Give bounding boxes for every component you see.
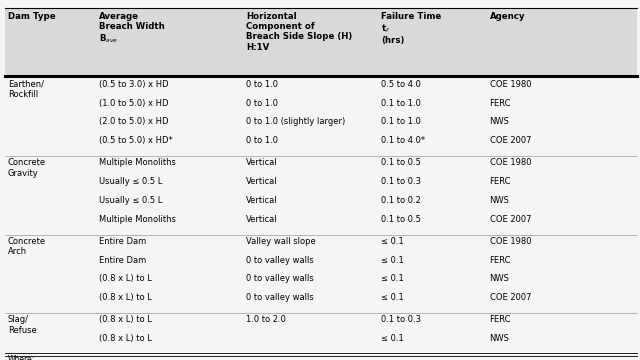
Text: FERC: FERC bbox=[490, 177, 511, 186]
Text: ≤ 0.1: ≤ 0.1 bbox=[381, 293, 404, 302]
Text: ≤ 0.1: ≤ 0.1 bbox=[381, 237, 404, 246]
Text: (0.5 to 5.0) x HD*: (0.5 to 5.0) x HD* bbox=[99, 136, 173, 145]
Text: (0.5 to 3.0) x HD: (0.5 to 3.0) x HD bbox=[99, 80, 169, 89]
Text: Agency: Agency bbox=[490, 12, 525, 21]
Bar bbox=[5, 8, 637, 76]
Text: (2.0 to 5.0) x HD: (2.0 to 5.0) x HD bbox=[99, 117, 169, 126]
Text: Slag/
Refuse: Slag/ Refuse bbox=[8, 315, 36, 335]
Text: COE 1980: COE 1980 bbox=[490, 237, 531, 246]
Text: ≤ 0.1: ≤ 0.1 bbox=[381, 274, 404, 283]
Text: NWS: NWS bbox=[490, 274, 509, 283]
Text: Horizontal
Component of
Breach Side Slope (H)
H:1V: Horizontal Component of Breach Side Slop… bbox=[246, 12, 353, 52]
Text: Vertical: Vertical bbox=[246, 215, 278, 224]
Text: 0 to 1.0: 0 to 1.0 bbox=[246, 136, 278, 145]
Text: Concrete
Gravity: Concrete Gravity bbox=[8, 158, 46, 178]
Text: (0.8 x L) to L: (0.8 x L) to L bbox=[99, 274, 152, 283]
Text: 0 to valley walls: 0 to valley walls bbox=[246, 293, 314, 302]
Text: Where:
HD = Height of the Dam; L = Length of the Dam crest: Where: HD = Height of the Dam; L = Lengt… bbox=[8, 355, 214, 360]
Text: Earthen/
Rockfill: Earthen/ Rockfill bbox=[8, 80, 44, 99]
Text: FERC: FERC bbox=[490, 256, 511, 265]
Text: Dam Type: Dam Type bbox=[8, 12, 55, 21]
Text: FERC: FERC bbox=[490, 315, 511, 324]
Text: Multiple Monoliths: Multiple Monoliths bbox=[99, 215, 176, 224]
Text: 0 to 1.0: 0 to 1.0 bbox=[246, 99, 278, 108]
Text: 1.0 to 2.0: 1.0 to 2.0 bbox=[246, 315, 286, 324]
Text: 0.1 to 1.0: 0.1 to 1.0 bbox=[381, 117, 420, 126]
Text: 0 to valley walls: 0 to valley walls bbox=[246, 274, 314, 283]
Text: ≤ 0.1: ≤ 0.1 bbox=[381, 256, 404, 265]
Text: (1.0 to 5.0) x HD: (1.0 to 5.0) x HD bbox=[99, 99, 169, 108]
Text: 0.1 to 0.5: 0.1 to 0.5 bbox=[381, 158, 420, 167]
Text: 0.1 to 1.0: 0.1 to 1.0 bbox=[381, 99, 420, 108]
Text: COE 1980: COE 1980 bbox=[490, 158, 531, 167]
Text: 0.1 to 0.2: 0.1 to 0.2 bbox=[381, 196, 420, 205]
Text: Multiple Monoliths: Multiple Monoliths bbox=[99, 158, 176, 167]
Text: (0.8 x L) to L: (0.8 x L) to L bbox=[99, 315, 152, 324]
Text: Entire Dam: Entire Dam bbox=[99, 237, 147, 246]
Text: 0.5 to 4.0: 0.5 to 4.0 bbox=[381, 80, 420, 89]
Text: Failure Time
t$_f$
(hrs): Failure Time t$_f$ (hrs) bbox=[381, 12, 441, 45]
Text: Valley wall slope: Valley wall slope bbox=[246, 237, 316, 246]
Text: Vertical: Vertical bbox=[246, 177, 278, 186]
Text: Usually ≤ 0.5 L: Usually ≤ 0.5 L bbox=[99, 177, 163, 186]
Text: Concrete
Arch: Concrete Arch bbox=[8, 237, 46, 256]
Text: 0.1 to 0.5: 0.1 to 0.5 bbox=[381, 215, 420, 224]
Text: COE 2007: COE 2007 bbox=[490, 215, 531, 224]
Text: 0 to 1.0 (slightly larger): 0 to 1.0 (slightly larger) bbox=[246, 117, 346, 126]
Text: Vertical: Vertical bbox=[246, 158, 278, 167]
Text: ≤ 0.1: ≤ 0.1 bbox=[381, 334, 404, 343]
Text: (0.8 x L) to L: (0.8 x L) to L bbox=[99, 293, 152, 302]
Text: Vertical: Vertical bbox=[246, 196, 278, 205]
Text: FERC: FERC bbox=[490, 99, 511, 108]
Text: (0.8 x L) to L: (0.8 x L) to L bbox=[99, 334, 152, 343]
Text: Entire Dam: Entire Dam bbox=[99, 256, 147, 265]
Text: 0 to 1.0: 0 to 1.0 bbox=[246, 80, 278, 89]
Text: NWS: NWS bbox=[490, 196, 509, 205]
Text: COE 1980: COE 1980 bbox=[490, 80, 531, 89]
Text: Average
Breach Width
B$_{ave}$: Average Breach Width B$_{ave}$ bbox=[99, 12, 165, 45]
Text: 0 to valley walls: 0 to valley walls bbox=[246, 256, 314, 265]
Text: 0.1 to 0.3: 0.1 to 0.3 bbox=[381, 315, 421, 324]
Text: NWS: NWS bbox=[490, 334, 509, 343]
Text: 0.1 to 4.0*: 0.1 to 4.0* bbox=[381, 136, 425, 145]
Text: COE 2007: COE 2007 bbox=[490, 136, 531, 145]
Text: NWS: NWS bbox=[490, 117, 509, 126]
Text: 0.1 to 0.3: 0.1 to 0.3 bbox=[381, 177, 421, 186]
Text: COE 2007: COE 2007 bbox=[490, 293, 531, 302]
Text: Usually ≤ 0.5 L: Usually ≤ 0.5 L bbox=[99, 196, 163, 205]
